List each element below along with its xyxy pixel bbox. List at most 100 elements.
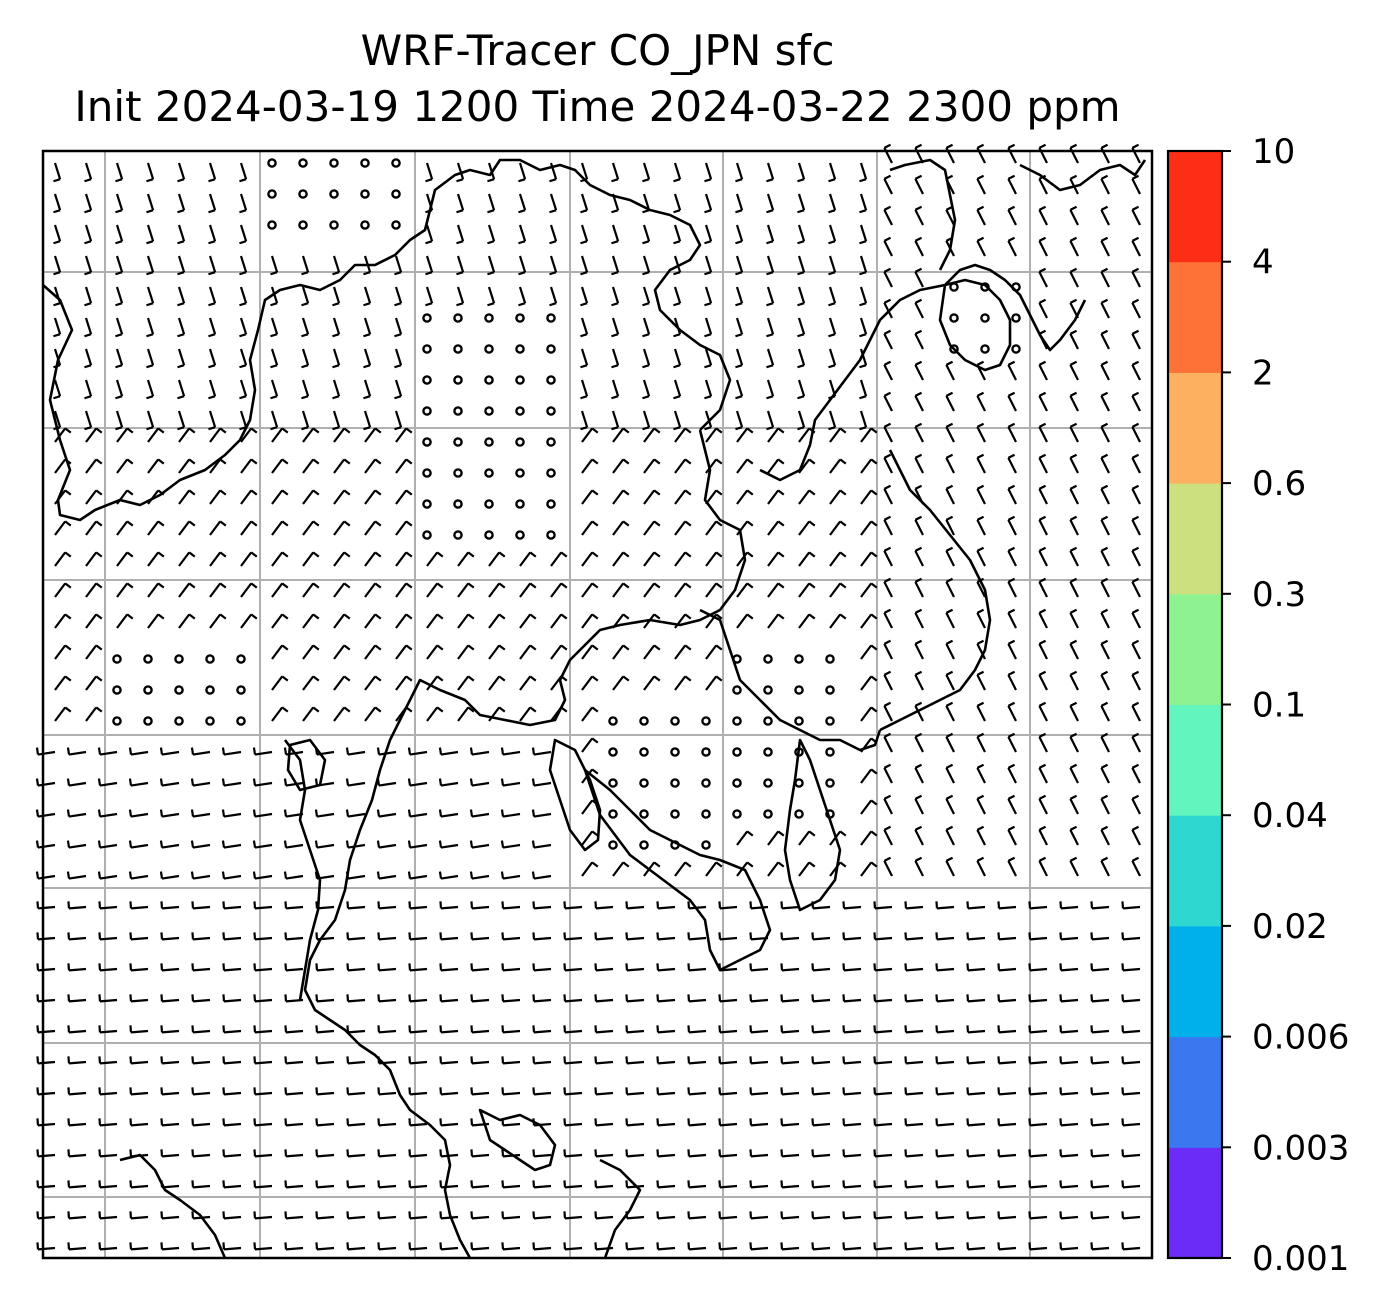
wind-barb: [1038, 639, 1048, 660]
wind-barb: [422, 375, 432, 385]
wind-barb: [160, 1118, 180, 1127]
wind-barb: [470, 1211, 490, 1220]
wind-barb: [209, 489, 227, 505]
wind-barb: [66, 747, 87, 756]
wind-barb: [883, 856, 893, 877]
wind-barb: [1069, 856, 1079, 877]
wind-barb: [594, 901, 614, 910]
wind-barb: [1090, 932, 1110, 941]
wind-barb: [704, 410, 713, 431]
wind-barb: [828, 193, 837, 214]
wind-barb: [718, 963, 738, 972]
wind-barb: [67, 1118, 87, 1127]
wind-barb: [735, 410, 744, 431]
wind-barb: [883, 577, 893, 598]
wind-barb: [1069, 546, 1079, 567]
wind-barb: [519, 613, 537, 629]
wind-barb: [935, 932, 955, 941]
wind-barb: [825, 747, 835, 757]
wind-barb: [252, 809, 273, 818]
wind-barb: [191, 994, 211, 1003]
wind-barb: [766, 348, 775, 369]
wind-barb: [766, 410, 775, 431]
wind-barb: [949, 282, 959, 292]
wind-barb: [873, 1025, 893, 1034]
wind-barb: [639, 716, 649, 726]
wind-barb: [904, 994, 924, 1003]
wind-barb: [674, 458, 692, 474]
wind-barb: [129, 901, 149, 910]
wind-barb: [519, 706, 537, 722]
wind-barb: [178, 551, 196, 567]
wind-barb: [333, 675, 351, 691]
wind-barb: [208, 379, 217, 400]
wind-barb: [159, 840, 180, 849]
wind-barb: [842, 994, 862, 1003]
wind-barb: [1100, 515, 1110, 536]
wind-barb: [453, 313, 463, 323]
wind-barb: [532, 1025, 552, 1034]
wind-barb: [643, 613, 661, 629]
wind-barb: [1131, 608, 1141, 629]
wind-barb: [439, 1180, 459, 1189]
wind-barb: [67, 963, 87, 972]
wind-barb: [842, 1149, 862, 1158]
wind-barb: [394, 255, 403, 276]
wind-barb: [549, 193, 558, 214]
wind-barb: [35, 840, 56, 849]
wind-barb: [976, 825, 986, 846]
wind-barb: [67, 1087, 87, 1096]
wind-barb: [515, 468, 525, 478]
coastline-philippines-south: [599, 1158, 642, 1259]
wind-barb: [883, 701, 893, 722]
wind-barb: [625, 963, 645, 972]
wind-barb: [501, 1118, 521, 1127]
wind-barb: [643, 675, 661, 691]
wind-barb: [914, 174, 924, 195]
wind-barb: [302, 427, 320, 443]
wind-barb: [346, 1025, 366, 1034]
wind-barb: [935, 901, 955, 910]
wind-barb: [780, 1056, 800, 1065]
wind-barb: [581, 458, 599, 474]
wind-barb: [208, 193, 217, 214]
wind-barb: [904, 963, 924, 972]
wind-barb: [54, 458, 72, 474]
wind-barb: [611, 286, 620, 307]
wind-barb: [1059, 901, 1079, 910]
wind-barb: [656, 932, 676, 941]
wind-barb: [1069, 701, 1079, 722]
wind-barb: [829, 427, 847, 443]
wind-barb: [670, 809, 680, 819]
wind-barb: [159, 747, 180, 756]
wind-barb: [146, 193, 155, 214]
wind-barb: [966, 932, 986, 941]
wind-barb: [395, 706, 413, 722]
wind-barb: [673, 379, 682, 400]
wind-barb: [797, 348, 806, 369]
wind-barb: [425, 193, 434, 214]
wind-barb: [904, 1025, 924, 1034]
wind-barb: [797, 193, 806, 214]
wind-barb: [1100, 701, 1110, 722]
wind-barb: [945, 515, 955, 536]
wind-barb: [766, 379, 775, 400]
wind-barb: [1069, 298, 1079, 319]
wind-barb: [883, 267, 893, 288]
wind-barb-field: [35, 143, 1141, 1251]
wind-barb: [518, 224, 527, 245]
wind-barb: [798, 489, 816, 505]
wind-barb: [98, 1025, 118, 1034]
wind-barb: [749, 932, 769, 941]
wind-barb: [283, 747, 304, 756]
wind-barb: [425, 162, 434, 183]
wind-barb: [160, 1242, 180, 1251]
wind-barb: [1028, 1149, 1048, 1158]
wind-barb: [673, 193, 682, 214]
wind-barb: [1069, 639, 1079, 660]
colorbar-tick-label: 10: [1252, 132, 1295, 172]
wind-barb: [487, 162, 496, 183]
wind-barb: [346, 1056, 366, 1065]
wind-barb: [828, 348, 837, 369]
wind-barb: [36, 1118, 56, 1127]
